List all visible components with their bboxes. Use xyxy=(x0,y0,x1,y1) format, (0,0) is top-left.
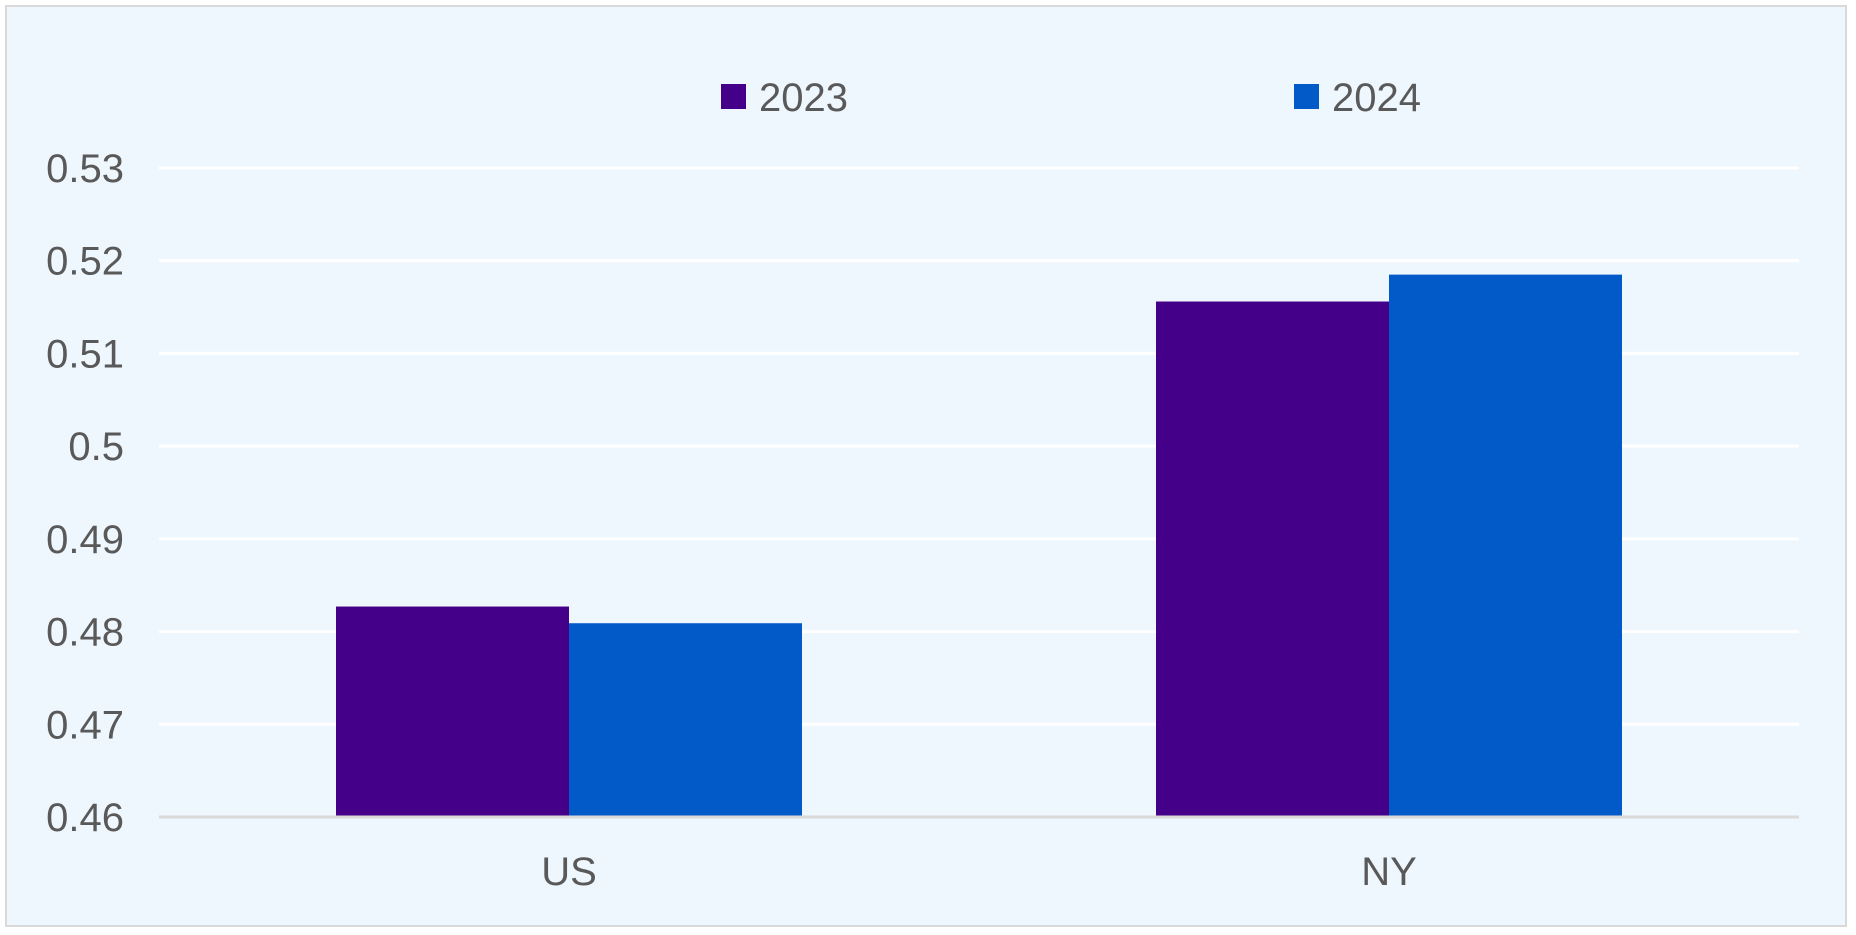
legend-swatch xyxy=(721,84,746,109)
x-tick-label: US xyxy=(541,850,597,894)
axes: 0.46 0.47 0.48 0.49 0.5 0.51 0.52 0.53 US NY xyxy=(46,147,1799,894)
bar-chart: 0.46 0.47 0.48 0.49 0.5 0.51 0.52 0.53 US NY 2023… xyxy=(46,76,1799,894)
y-tick-label: 0.47 xyxy=(46,703,124,747)
y-tick-label: 0.46 xyxy=(46,796,124,840)
y-tick-label: 0.53 xyxy=(46,147,124,191)
bar-2024-NY xyxy=(1389,274,1622,817)
y-tick-label: 0.49 xyxy=(46,518,124,562)
bar-2023-US xyxy=(336,606,569,817)
legend-label: 2024 xyxy=(1332,76,1421,120)
y-tick-label: 0.52 xyxy=(46,240,124,284)
legend-swatch xyxy=(1294,84,1319,109)
bars xyxy=(336,274,1622,818)
bar-2024-US xyxy=(569,623,802,817)
chart-frame: 0.46 0.47 0.48 0.49 0.5 0.51 0.52 0.53 US NY 2023… xyxy=(5,5,1847,927)
legend: 2023 2024 xyxy=(721,76,1421,120)
y-tick-label: 0.51 xyxy=(46,332,124,376)
y-tick-label: 0.48 xyxy=(46,611,124,655)
bar-2023-NY xyxy=(1156,301,1389,818)
y-tick-label: 0.5 xyxy=(68,425,124,469)
x-tick-label: NY xyxy=(1361,850,1417,894)
legend-label: 2023 xyxy=(759,76,848,120)
